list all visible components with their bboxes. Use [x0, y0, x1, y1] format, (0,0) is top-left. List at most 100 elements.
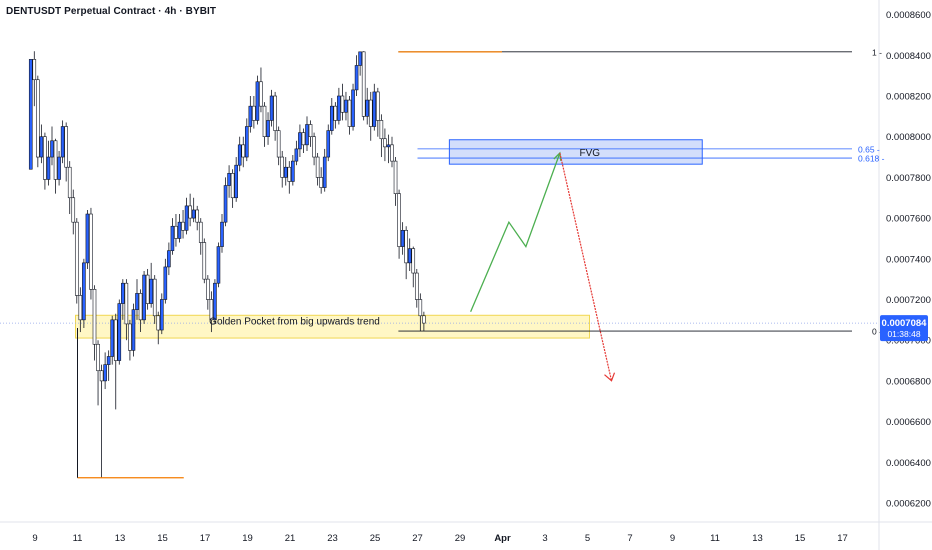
candle-body	[206, 278, 210, 300]
candle-body	[138, 293, 143, 321]
fvg-zone	[448, 139, 703, 165]
candle-body	[124, 282, 129, 325]
time-tick-label: 5	[585, 533, 590, 544]
candle-body	[121, 282, 125, 304]
candle-body	[312, 136, 316, 158]
candle-body	[174, 225, 178, 239]
candle-body	[184, 205, 189, 231]
candle-body	[195, 209, 200, 223]
candle-body	[163, 266, 168, 300]
candle-body	[283, 166, 288, 178]
price-tick-label: 0.0007600	[886, 214, 931, 225]
candle-body	[117, 303, 122, 361]
candle-body	[60, 126, 65, 158]
candle-body	[305, 124, 309, 146]
candle-body	[213, 282, 217, 321]
fib-level-label: 0.618 -	[858, 154, 885, 164]
candle-body	[322, 156, 327, 188]
candle-body	[252, 105, 256, 121]
candle-body	[298, 132, 302, 150]
price-tick-label: 0.0007800	[886, 173, 931, 184]
bearish-arrowhead	[604, 372, 616, 382]
candle-body	[315, 156, 320, 178]
candle-body	[71, 197, 76, 223]
candle-body	[294, 148, 299, 162]
time-tick-label: 7	[627, 533, 632, 544]
golden-pocket-label: Golden Pocket from big upwards trend	[209, 316, 380, 327]
candle-body	[106, 356, 111, 365]
candle-body	[53, 140, 58, 180]
candle-body	[113, 319, 118, 361]
candle-body	[28, 59, 33, 170]
candle-body	[188, 205, 192, 219]
current-price-label: 0.0007084	[882, 318, 928, 329]
candle-body	[50, 140, 54, 158]
candle-body	[152, 278, 157, 317]
candle-body	[237, 144, 242, 166]
price-tick-label: 0.0007400	[886, 254, 931, 265]
candle-body	[276, 130, 281, 158]
candle-body	[422, 315, 426, 324]
price-axis[interactable]: 0.0006200 0.0006400 0.0006600 0.0006800 0.00…	[880, 10, 931, 510]
time-tick-label: 9	[32, 533, 37, 544]
candle-body	[57, 156, 61, 180]
candle-body	[291, 160, 295, 182]
time-tick-label: 21	[285, 533, 296, 544]
candle-body	[390, 144, 394, 162]
candle-body	[64, 126, 68, 168]
price-tick-label: 0.0007200	[886, 295, 931, 306]
candle-body	[99, 370, 104, 382]
candle-body	[135, 293, 139, 310]
time-tick-label: 15	[795, 533, 806, 544]
candle-body	[241, 144, 246, 158]
price-tick-label: 0.0006800	[886, 376, 931, 387]
price-tick-label: 0.0008400	[886, 51, 931, 62]
candle-body	[248, 105, 253, 127]
price-tick-label: 0.0008200	[886, 92, 931, 103]
candle-body	[414, 272, 419, 300]
annotation-layer-front: Golden Pocket from big upwards trend FVG 1…	[77, 47, 885, 479]
candle-body	[202, 242, 207, 280]
candle-body	[145, 274, 150, 304]
candles-layer	[28, 51, 426, 478]
candle-body	[128, 323, 132, 351]
candle-body	[96, 343, 100, 372]
candle-body	[361, 51, 366, 117]
candle-body	[43, 136, 47, 180]
candle-body	[67, 166, 72, 199]
candle-body	[372, 91, 377, 127]
candle-body	[110, 319, 115, 357]
candle-body	[340, 95, 345, 113]
candle-body	[368, 99, 373, 127]
candle-body	[78, 295, 83, 321]
price-tick-label: 0.0006400	[886, 458, 931, 469]
golden-pocket-zone	[75, 314, 590, 339]
time-axis[interactable]: 9 11 13 15 17 19 21 23 25 27 29 Apr 3 5 7 9 11 13 15 17	[32, 533, 847, 544]
candle-body	[386, 144, 391, 148]
fib-level-label: 0.65 -	[858, 144, 880, 154]
candle-body	[397, 193, 401, 247]
candle-body	[326, 130, 331, 158]
candle-body	[131, 309, 136, 351]
countdown-label: 01:38:48	[887, 329, 920, 339]
chart-title: DENTUSDT Perpetual Contract · 4h · BYBIT	[6, 6, 217, 17]
candle-body	[32, 59, 37, 81]
candle-body	[393, 160, 398, 194]
candle-body	[198, 221, 203, 243]
candle-body	[407, 248, 412, 264]
candle-body	[39, 136, 44, 158]
candle-body	[255, 81, 260, 121]
time-tick-label: 29	[455, 533, 466, 544]
candle-body	[354, 65, 359, 91]
candle-body	[103, 364, 107, 382]
time-tick-label: 3	[542, 533, 547, 544]
candle-body	[170, 225, 175, 251]
fib-level-label: 1 -	[872, 47, 882, 57]
time-tick-label: Apr	[494, 533, 511, 544]
bearish-projection-path	[559, 152, 613, 381]
candle-body	[92, 289, 97, 345]
candle-body	[308, 124, 313, 137]
candle-body	[142, 274, 146, 321]
